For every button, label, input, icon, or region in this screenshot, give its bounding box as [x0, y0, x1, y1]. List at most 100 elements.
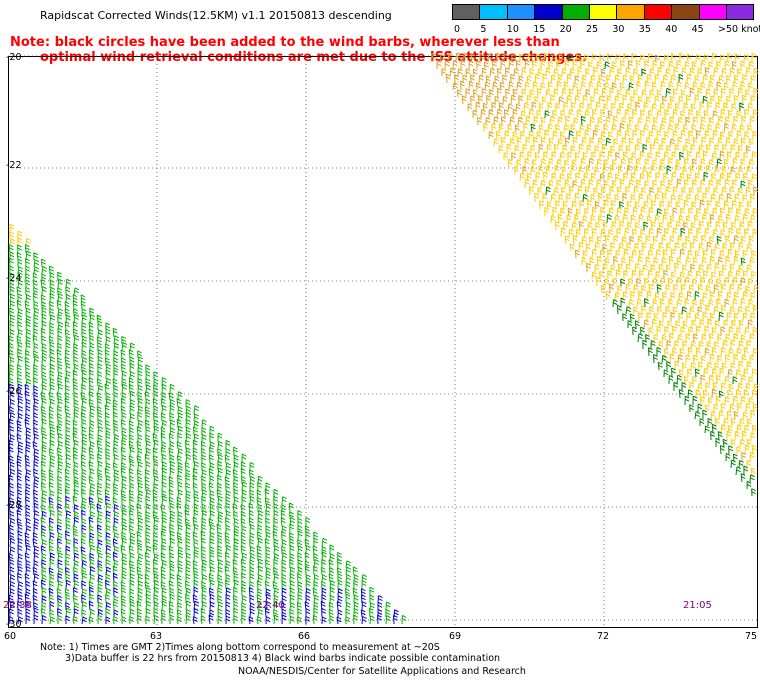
wind-barb: [25, 258, 30, 268]
wind-barb: [24, 573, 30, 583]
wind-barb: [716, 60, 721, 70]
wind-barb: [17, 447, 24, 457]
wind-barb: [185, 426, 191, 436]
wind-barb: [137, 490, 144, 499]
wind-barb: [735, 389, 742, 399]
wind-barb: [313, 537, 319, 548]
wind-barb: [129, 616, 134, 625]
wind-barb: [628, 299, 635, 308]
wind-barb: [668, 81, 674, 91]
wind-barb: [709, 291, 715, 301]
wind-barb: [65, 336, 71, 345]
wind-barb: [745, 402, 751, 413]
wind-barb: [679, 248, 685, 259]
wind-barb: [726, 410, 733, 420]
wind-barb: [726, 172, 732, 182]
wind-barb: [444, 60, 451, 70]
wind-barb: [73, 546, 79, 555]
wind-barb: [656, 109, 663, 119]
wind-barb: [17, 572, 22, 583]
wind-barb: [685, 333, 691, 343]
wind-barb: [655, 271, 661, 279]
wind-barb: [568, 185, 574, 196]
wind-barb: [742, 213, 749, 224]
wind-barb: [273, 503, 279, 513]
wind-barb: [49, 398, 55, 408]
wind-barb: [743, 172, 748, 182]
wind-barb: [265, 616, 271, 625]
wind-barb: [651, 81, 657, 91]
wind-barb: [81, 308, 87, 317]
wind-barb: [524, 81, 531, 91]
wind-barb: [608, 229, 614, 238]
wind-barb: [747, 278, 753, 287]
wind-barb: [120, 467, 126, 478]
wind-barb: [622, 192, 628, 203]
wind-barb: [574, 75, 580, 84]
wind-barb: [105, 369, 111, 380]
wind-barb: [49, 580, 54, 590]
wind-barb: [185, 406, 192, 415]
legend-label: >50 knots: [718, 24, 760, 35]
wind-barb: [193, 405, 200, 415]
wind-barb: [657, 361, 663, 371]
wind-barb: [736, 68, 742, 77]
wind-barb: [645, 235, 651, 245]
wind-barb: [661, 234, 667, 245]
wind-barb: [65, 602, 70, 611]
wind-barb: [72, 300, 78, 310]
wind-barb: [738, 360, 744, 371]
wind-barb: [97, 497, 103, 506]
wind-barb: [695, 130, 701, 140]
wind-barb: [723, 102, 729, 112]
wind-barb: [616, 207, 623, 217]
wind-barb: [88, 321, 94, 331]
wind-barb: [33, 419, 38, 429]
wind-barb: [264, 580, 270, 590]
wind-barb: [17, 258, 23, 268]
wind-barb: [161, 481, 167, 492]
wind-barb: [57, 572, 63, 583]
wind-barb: [137, 350, 142, 359]
wind-barb: [728, 206, 733, 217]
wind-barb: [136, 455, 142, 464]
wind-barb: [718, 75, 725, 84]
wind-barb: [594, 145, 600, 154]
wind-barb: [57, 335, 63, 345]
wind-barb: [49, 348, 55, 359]
wind-barb: [688, 109, 694, 119]
wind-barb: [217, 516, 223, 527]
wind-barb: [650, 340, 656, 350]
wind-barb: [136, 440, 142, 450]
wind-barb: [249, 538, 255, 548]
wind-barb: [385, 601, 391, 611]
wind-barb: [596, 61, 602, 70]
wind-barb: [631, 152, 637, 161]
wind-barb: [691, 124, 697, 133]
wind-barb: [81, 601, 88, 611]
wind-barb: [633, 165, 639, 175]
wind-barb: [611, 102, 616, 112]
wind-barb: [704, 227, 710, 238]
wind-barb: [9, 524, 14, 534]
wind-barb: [160, 504, 166, 513]
wind-barb: [105, 322, 111, 331]
wind-barb: [666, 340, 672, 350]
wind-barb: [705, 88, 711, 98]
wind-barb: [128, 384, 134, 394]
wind-barb: [488, 131, 494, 140]
wind-barb: [161, 517, 168, 527]
wind-barb: [256, 489, 262, 499]
legend-swatch: [507, 4, 536, 20]
wind-barb: [65, 502, 70, 513]
wind-barb: [153, 483, 159, 492]
wind-barb: [681, 306, 687, 315]
wind-barb: [640, 326, 645, 336]
wind-barb: [49, 532, 55, 541]
wind-barb: [40, 517, 46, 527]
wind-barb: [699, 319, 705, 329]
wind-barb: [687, 389, 693, 399]
footer-note-2: 3)Data buffer is 22 hrs from 20150813 4)…: [65, 653, 501, 664]
wind-barb: [677, 136, 683, 147]
wind-barb: [721, 362, 727, 371]
